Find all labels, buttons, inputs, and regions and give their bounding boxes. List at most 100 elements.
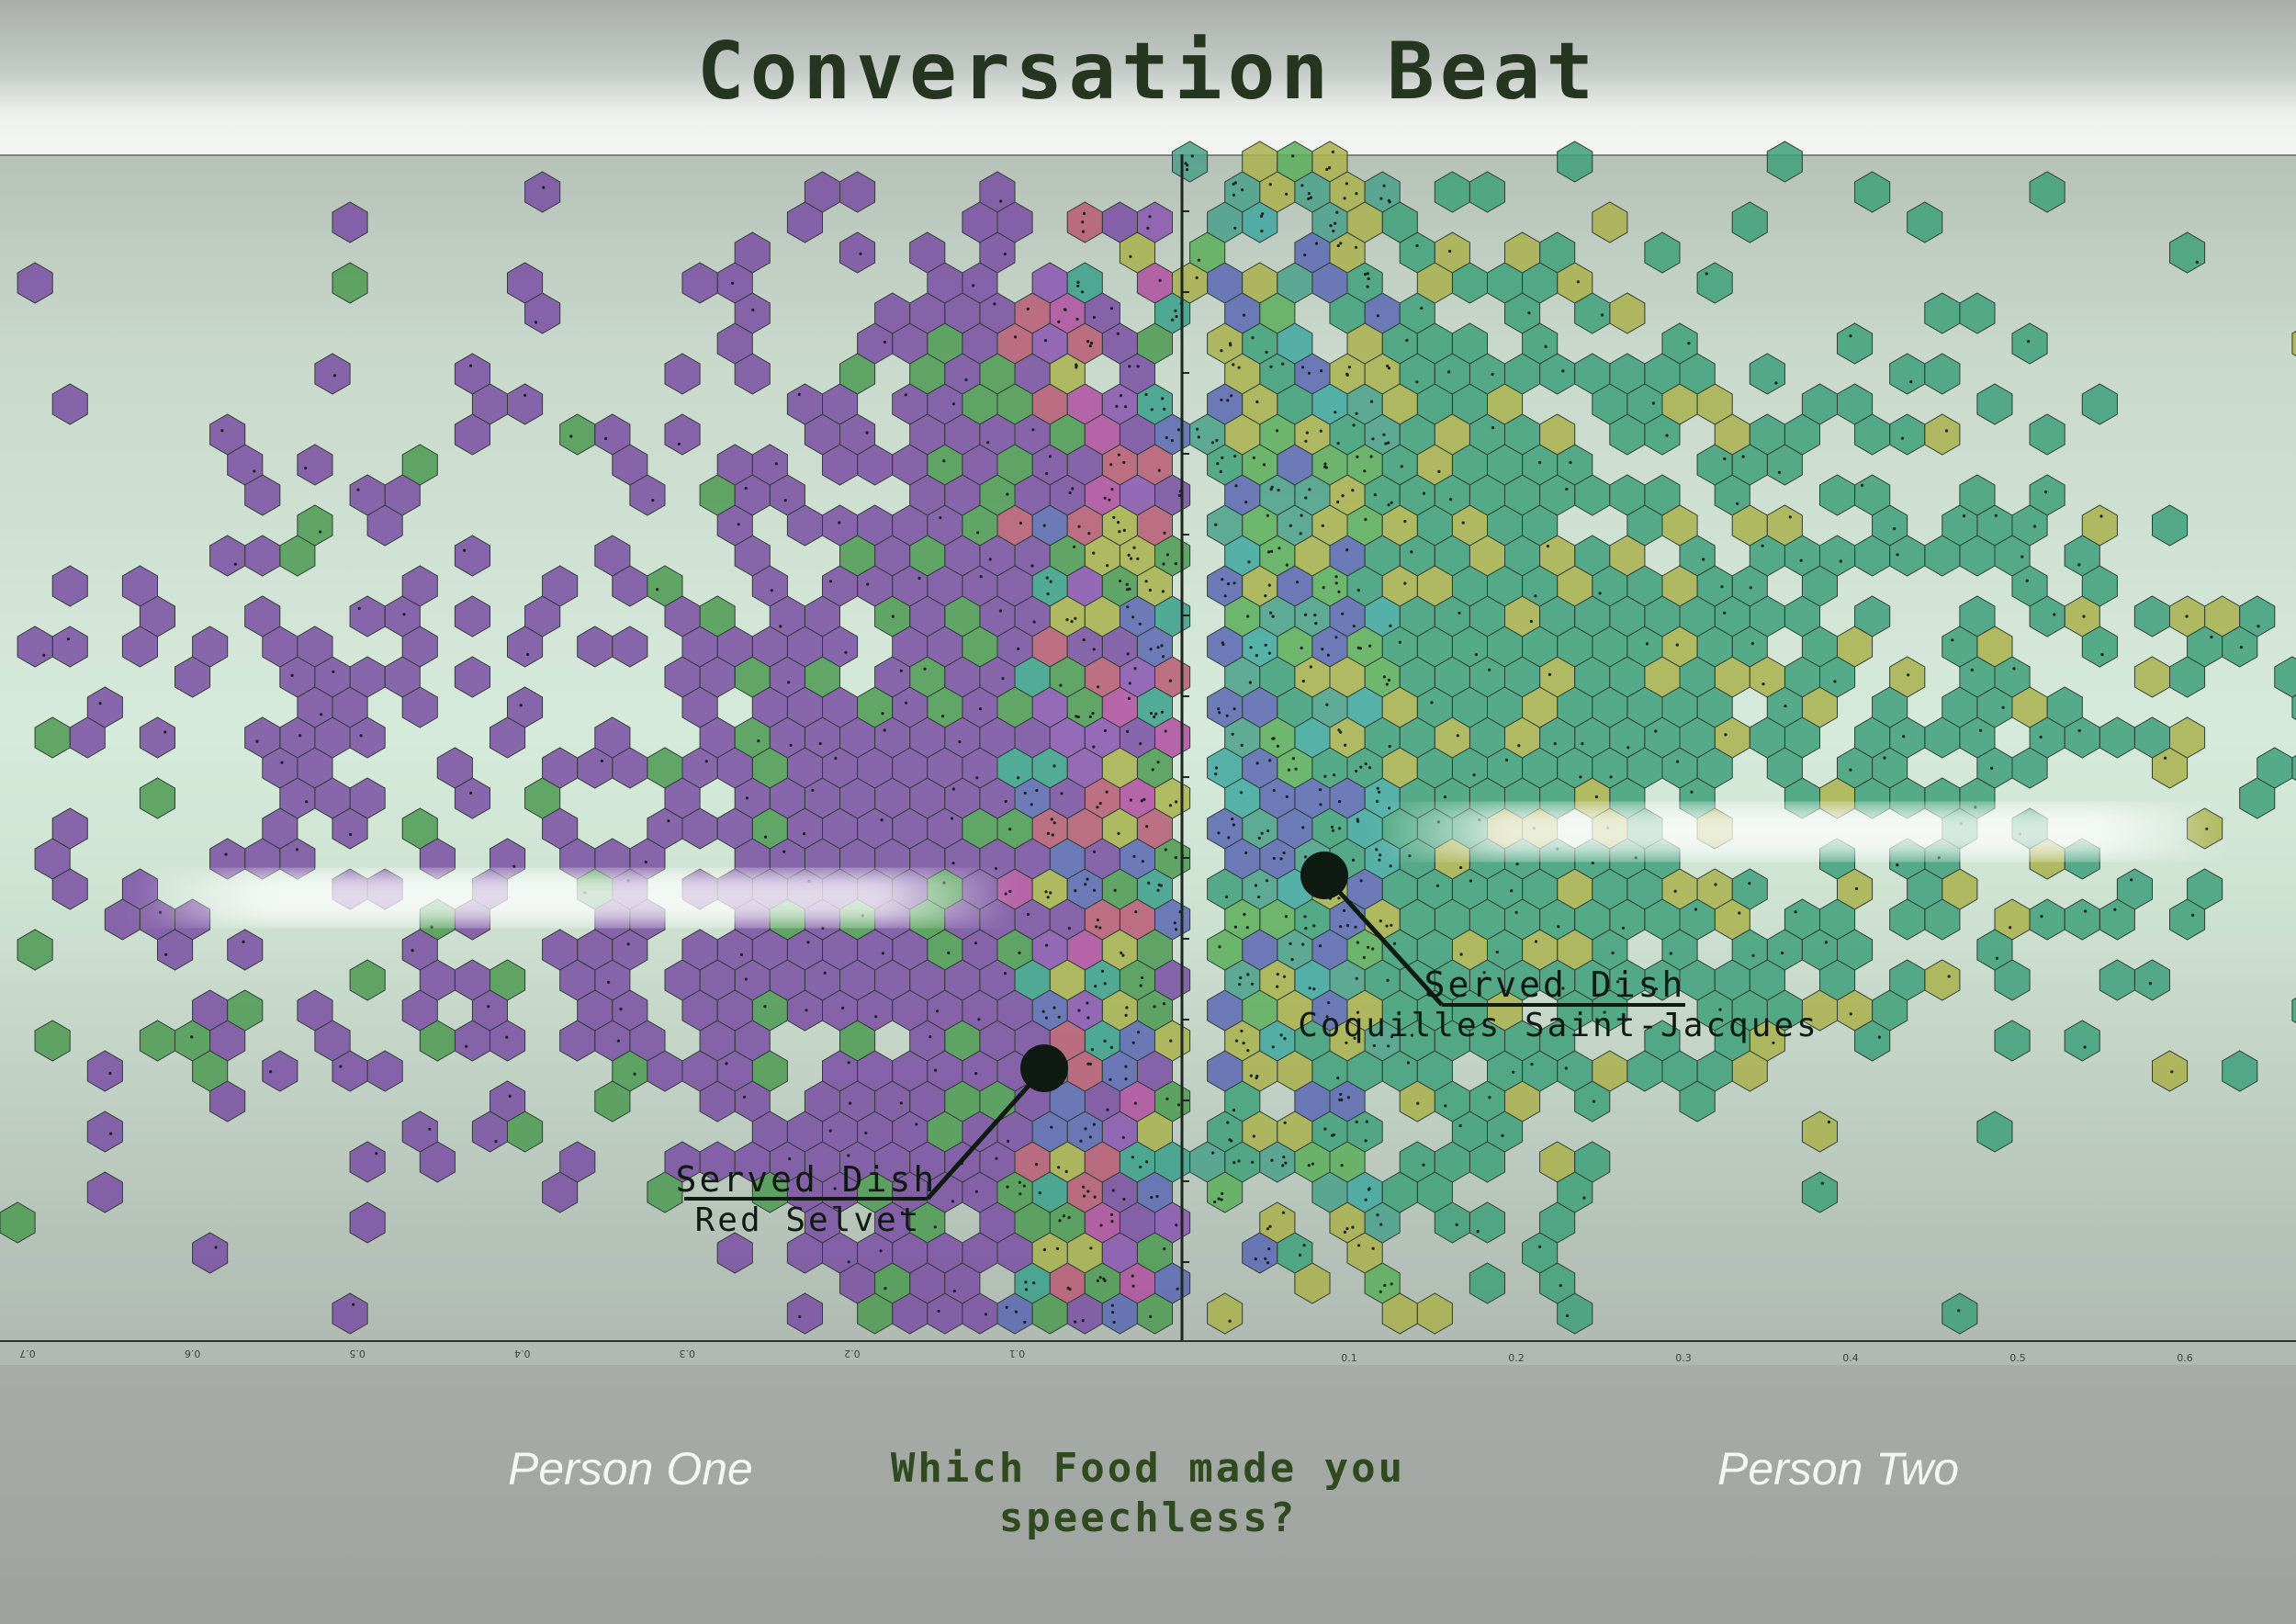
data-point xyxy=(290,673,294,678)
data-point xyxy=(298,734,302,738)
hex-bin xyxy=(1854,1020,1891,1062)
data-point xyxy=(1093,850,1097,853)
data-point xyxy=(1300,184,1304,187)
data-point xyxy=(320,713,323,716)
data-point xyxy=(1196,427,1199,431)
data-point xyxy=(1314,242,1319,245)
hex-bin xyxy=(51,868,88,910)
data-point xyxy=(619,1007,623,1011)
data-point xyxy=(1230,394,1233,398)
data-point xyxy=(1052,821,1056,825)
hex-bin xyxy=(892,383,929,425)
data-point xyxy=(1252,456,1255,459)
data-point xyxy=(1365,1120,1368,1123)
x-tick-label-left: 0.1 xyxy=(1009,1348,1026,1359)
data-point xyxy=(1111,1311,1115,1314)
data-point xyxy=(332,374,336,378)
data-point xyxy=(1234,484,1238,488)
data-point xyxy=(1970,668,1974,672)
data-point xyxy=(1058,1219,1062,1223)
data-point xyxy=(1046,592,1050,596)
data-point xyxy=(1676,760,1680,763)
data-point xyxy=(1255,1076,1258,1080)
data-point xyxy=(1386,978,1390,982)
data-point xyxy=(1323,462,1327,466)
hex-bin xyxy=(716,989,753,1032)
hex-bin xyxy=(1207,322,1244,365)
hex-bin xyxy=(454,413,490,456)
hex-bin xyxy=(1207,1111,1244,1153)
data-point xyxy=(1299,532,1302,536)
hex-bin xyxy=(1801,929,1838,971)
hex-bin xyxy=(1959,292,1996,334)
hex-bin xyxy=(1924,353,1961,395)
data-point xyxy=(1364,273,1367,276)
hex-bin xyxy=(297,989,333,1032)
data-point xyxy=(979,575,983,579)
hex-bin xyxy=(419,1020,456,1062)
data-point xyxy=(1883,756,1886,760)
data-point xyxy=(1251,1160,1255,1164)
data-point xyxy=(1944,429,1949,433)
data-point xyxy=(879,1249,883,1253)
data-point xyxy=(1345,182,1348,186)
data-point xyxy=(1601,313,1604,317)
hex-bin xyxy=(86,686,123,728)
hex-bin xyxy=(507,262,544,304)
data-point xyxy=(357,606,361,611)
hex-bin xyxy=(1014,838,1051,880)
bottom-band xyxy=(0,1365,2296,1624)
data-point xyxy=(745,796,749,800)
data-point xyxy=(1131,615,1135,619)
data-point xyxy=(1076,284,1080,288)
data-point xyxy=(884,1287,887,1291)
hex-bin xyxy=(874,656,911,698)
data-point xyxy=(1092,1122,1096,1126)
data-point xyxy=(1784,705,1787,708)
hex-bin xyxy=(1661,929,1698,971)
data-point xyxy=(1366,272,1369,276)
data-point xyxy=(526,652,530,657)
data-point xyxy=(1359,765,1363,769)
data-point xyxy=(1217,1197,1221,1201)
data-point xyxy=(1136,365,1140,368)
data-point xyxy=(1221,578,1224,581)
hex-bin xyxy=(1416,1292,1453,1335)
data-point xyxy=(1304,927,1308,930)
data-point xyxy=(1245,926,1249,930)
data-point xyxy=(1287,768,1290,772)
data-point xyxy=(1382,184,1386,187)
data-point xyxy=(1165,553,1169,557)
data-point xyxy=(1237,1159,1241,1163)
data-point xyxy=(1003,253,1007,256)
data-point xyxy=(1030,803,1033,806)
hex-bin xyxy=(1941,626,1978,668)
data-point xyxy=(951,1200,954,1203)
hex-bin xyxy=(1259,1201,1296,1244)
hex-bin xyxy=(34,716,71,759)
data-point xyxy=(1228,1319,1232,1323)
x-tick-label-right: 0.5 xyxy=(2009,1352,2026,1364)
data-point xyxy=(1422,491,1426,495)
data-point xyxy=(1301,366,1305,369)
data-point xyxy=(1279,1033,1283,1037)
data-point xyxy=(1724,733,1728,737)
data-point xyxy=(1364,1198,1367,1201)
data-point xyxy=(942,459,946,463)
data-point xyxy=(1221,642,1225,647)
hex-bin xyxy=(1819,656,1856,698)
data-point xyxy=(1165,1097,1169,1100)
data-point xyxy=(1345,924,1350,928)
data-point xyxy=(1067,927,1071,930)
hex-bin xyxy=(1014,1262,1051,1304)
x-tick-label-left: 0.2 xyxy=(844,1348,861,1359)
data-point xyxy=(744,977,748,981)
hex-bin xyxy=(979,959,1016,1001)
hex-bin xyxy=(944,1080,981,1122)
data-point xyxy=(1131,1284,1135,1288)
data-point xyxy=(1271,1045,1275,1049)
x-tick-label-right: 0.1 xyxy=(1341,1352,1357,1364)
data-point xyxy=(1403,581,1407,585)
hex-bin xyxy=(2291,998,2296,1023)
data-point xyxy=(737,523,740,526)
